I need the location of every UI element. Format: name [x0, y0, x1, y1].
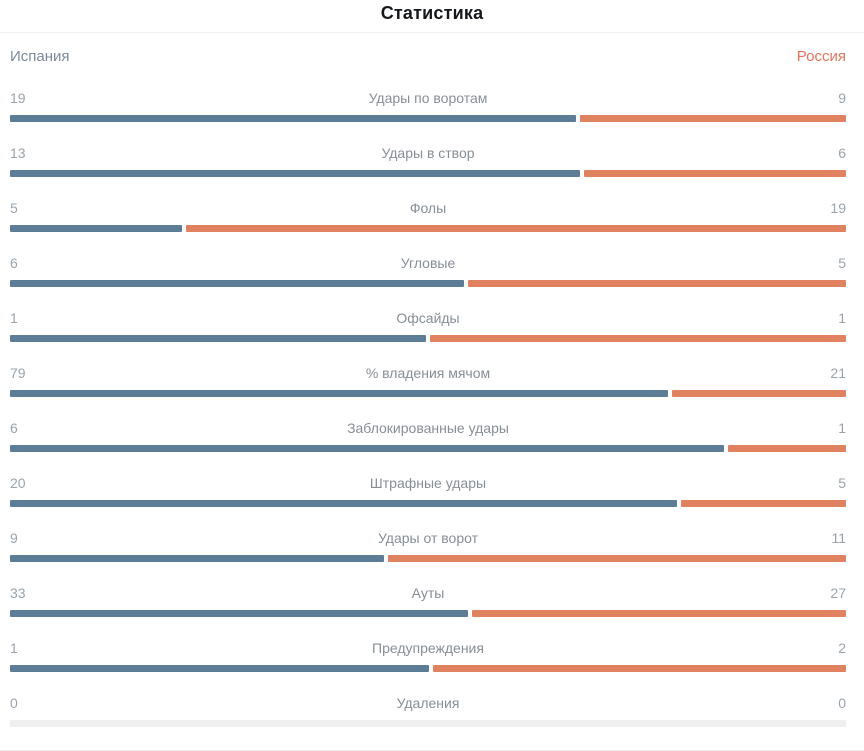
home-bar-segment: [10, 555, 385, 562]
stat-label: Удары по воротам: [368, 90, 488, 106]
stat-row: 5 Фолы 19: [0, 200, 864, 232]
home-value: 6: [10, 420, 18, 436]
home-bar-segment: [10, 225, 182, 232]
stat-row: 79 % владения мячом 21: [0, 365, 864, 397]
stat-label: Офсайды: [396, 310, 460, 326]
stat-bar: [10, 170, 846, 177]
team-header: Испания Россия: [0, 33, 864, 65]
stat-row: 9 Удары от ворот 11: [0, 530, 864, 562]
away-value: 21: [830, 365, 846, 381]
away-team-name: Россия: [796, 48, 846, 65]
home-bar-segment: [10, 610, 468, 617]
stat-label: Предупреждения: [372, 640, 484, 656]
stat-bar: [10, 445, 846, 452]
home-team-name: Испания: [10, 48, 70, 65]
home-value: 13: [10, 145, 26, 161]
away-value: 19: [830, 200, 846, 216]
stat-label: Удары от ворот: [377, 530, 479, 546]
stat-row: 6 Заблокированные удары 1: [0, 420, 864, 452]
home-bar-segment: [10, 665, 430, 672]
stat-rows: 19 Удары по воротам 9 13 Удары в створ 6…: [0, 65, 864, 727]
home-value: 20: [10, 475, 26, 491]
home-value: 1: [10, 310, 18, 326]
stat-row: 13 Удары в створ 6: [0, 145, 864, 177]
stat-bar: [10, 665, 846, 672]
away-value: 1: [838, 420, 846, 436]
home-value: 9: [10, 530, 18, 546]
stat-bar: [10, 390, 846, 397]
away-bar-segment: [583, 170, 846, 177]
stat-bar: [10, 610, 846, 617]
stat-label: Заблокированные удары: [347, 420, 509, 436]
stat-label: Угловые: [400, 255, 456, 271]
stat-bar: [10, 500, 846, 507]
home-bar-segment: [10, 115, 576, 122]
away-bar-segment: [433, 665, 846, 672]
stat-row: 20 Штрафные удары 5: [0, 475, 864, 507]
stat-bar: [10, 280, 846, 287]
stat-label: Ауты: [411, 585, 445, 601]
stat-row: 1 Предупреждения 2: [0, 640, 864, 672]
away-bar-segment: [680, 500, 846, 507]
stat-row: 6 Угловые 5: [0, 255, 864, 287]
home-bar-segment: [10, 170, 580, 177]
stat-bar: [10, 720, 846, 727]
home-bar-segment: [10, 335, 426, 342]
stat-label: % владения мячом: [365, 365, 491, 381]
away-value: 27: [830, 585, 846, 601]
stat-label: Удары в створ: [381, 145, 475, 161]
home-value: 0: [10, 695, 18, 711]
stat-row: 19 Удары по воротам 9: [0, 90, 864, 122]
page-title: Статистика: [0, 0, 864, 33]
stat-bar: [10, 225, 846, 232]
home-value: 6: [10, 255, 18, 271]
stat-label: Удаления: [396, 695, 460, 711]
away-value: 9: [838, 90, 846, 106]
away-value: 5: [838, 475, 846, 491]
stat-row: 0 Удаления 0: [0, 695, 864, 727]
away-bar-segment: [471, 610, 846, 617]
away-bar-segment: [185, 225, 846, 232]
stat-bar: [10, 335, 846, 342]
home-value: 33: [10, 585, 26, 601]
home-value: 79: [10, 365, 26, 381]
empty-bar-segment: [10, 720, 846, 727]
away-value: 11: [831, 530, 846, 546]
home-bar-segment: [10, 280, 464, 287]
home-bar-segment: [10, 445, 725, 452]
home-bar-segment: [10, 500, 677, 507]
away-value: 2: [838, 640, 846, 656]
away-value: 5: [838, 255, 846, 271]
away-bar-segment: [430, 335, 846, 342]
stat-label: Штрафные удары: [369, 475, 487, 491]
away-bar-segment: [388, 555, 846, 562]
home-bar-segment: [10, 390, 669, 397]
stat-bar: [10, 555, 846, 562]
stat-row: 33 Ауты 27: [0, 585, 864, 617]
away-bar-segment: [672, 390, 846, 397]
home-value: 19: [10, 90, 26, 106]
away-value: 0: [838, 695, 846, 711]
away-value: 1: [838, 310, 846, 326]
home-value: 1: [10, 640, 18, 656]
stat-bar: [10, 115, 846, 122]
away-bar-segment: [579, 115, 846, 122]
away-bar-segment: [728, 445, 846, 452]
away-value: 6: [838, 145, 846, 161]
stat-row: 1 Офсайды 1: [0, 310, 864, 342]
away-bar-segment: [467, 280, 846, 287]
stat-label: Фолы: [409, 200, 447, 216]
home-value: 5: [10, 200, 18, 216]
